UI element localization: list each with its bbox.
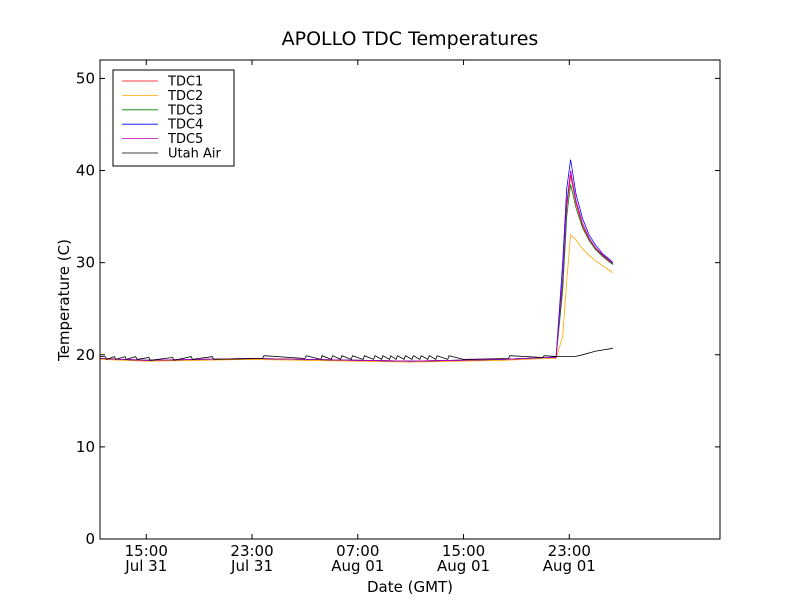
x-tick-label-time: 15:00	[442, 542, 485, 560]
x-axis-label: Date (GMT)	[367, 578, 453, 596]
series-line-tdc5	[99, 170, 614, 362]
x-tick-label-time: 15:00	[125, 542, 168, 560]
x-tick-label-time: 23:00	[548, 542, 591, 560]
legend-label: TDC2	[167, 89, 203, 104]
y-tick-label: 50	[76, 69, 95, 87]
plot-area	[99, 159, 614, 363]
y-axis-label: Temperature (C)	[55, 239, 73, 362]
series-line-tdc4	[99, 159, 614, 362]
y-tick-label: 10	[76, 438, 95, 456]
chart-title: APOLLO TDC Temperatures	[282, 28, 539, 50]
x-tick-label-time: 07:00	[336, 542, 379, 560]
series-line-utah-air	[100, 347, 613, 361]
legend-label: TDC1	[167, 75, 203, 90]
y-tick-label: 0	[85, 530, 95, 548]
x-tick-label-date: Aug 01	[543, 557, 596, 575]
x-tick-label-time: 23:00	[230, 542, 273, 560]
y-tick-label: 40	[76, 162, 95, 180]
y-tick-label: 20	[76, 346, 95, 364]
legend-label: TDC4	[167, 118, 203, 133]
series-line-tdc2	[99, 234, 614, 363]
y-tick-label: 30	[76, 254, 95, 272]
legend-box	[112, 69, 235, 167]
x-tick-label-date: Jul 31	[124, 557, 167, 575]
x-tick-label-date: Jul 31	[230, 557, 273, 575]
legend-label: TDC3	[167, 103, 203, 118]
series-line-tdc3	[99, 184, 614, 362]
legend-label: Utah Air	[168, 147, 221, 162]
x-tick-label-date: Aug 01	[437, 557, 490, 575]
x-tick-label-date: Aug 01	[331, 557, 384, 575]
legend-label: TDC5	[167, 132, 203, 147]
plot-frame	[99, 59, 721, 540]
series-line-tdc1	[99, 175, 614, 362]
